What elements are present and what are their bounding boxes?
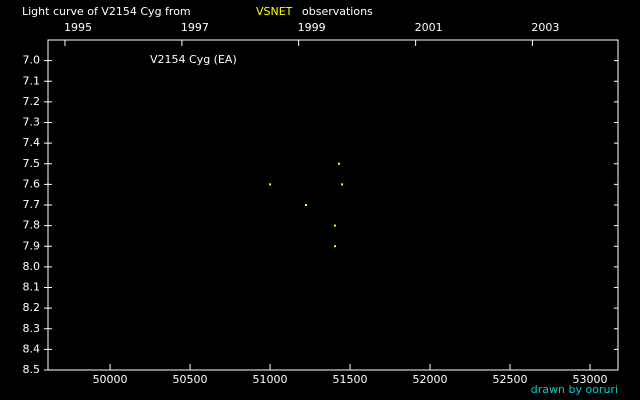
x-tick-label: 50500 <box>173 373 208 386</box>
x-tick-label: 51500 <box>333 373 368 386</box>
y-tick-label: 8.2 <box>23 301 41 314</box>
x-tick-label: 51000 <box>253 373 288 386</box>
data-point <box>337 162 340 165</box>
y-tick-label: 8.3 <box>23 322 41 335</box>
y-tick-label: 7.3 <box>23 116 41 129</box>
y-tick-label: 7.6 <box>23 177 41 190</box>
x-tick-label: 50000 <box>93 373 128 386</box>
x2-tick-label: 1999 <box>298 21 326 34</box>
title-suffix: observations <box>302 5 373 18</box>
y-tick-label: 7.7 <box>23 198 41 211</box>
y-tick-label: 7.2 <box>23 95 41 108</box>
x-tick-label: 52000 <box>413 373 448 386</box>
x-tick-label: 52500 <box>493 373 528 386</box>
data-point <box>305 204 308 206</box>
x2-tick-label: 1995 <box>64 21 92 34</box>
data-point <box>333 245 336 248</box>
plot-frame <box>47 39 619 371</box>
y-tick-label: 8.5 <box>23 363 41 376</box>
data-point <box>333 224 336 227</box>
x2-tick-label: 2003 <box>531 21 559 34</box>
y-tick-label: 8.0 <box>23 260 41 273</box>
y-tick-label: 7.0 <box>23 54 41 67</box>
y-tick-label: 7.9 <box>23 239 41 252</box>
title-source: VSNET <box>256 5 293 18</box>
data-point <box>341 183 344 186</box>
chart-title: Light curve of V2154 Cyg from <box>22 5 191 18</box>
y-tick-label: 7.4 <box>23 136 41 149</box>
x2-tick-label: 1997 <box>181 21 209 34</box>
credit: drawn by ooruri <box>531 383 618 396</box>
y-tick-label: 8.1 <box>23 281 41 294</box>
x-tick-label: 53000 <box>573 373 608 386</box>
x2-tick-label: 2001 <box>415 21 443 34</box>
y-tick-label: 8.4 <box>23 342 41 355</box>
data-point <box>269 183 272 186</box>
y-tick-label: 7.8 <box>23 219 41 232</box>
annotation: V2154 Cyg (EA) <box>150 53 237 66</box>
y-tick-label: 7.1 <box>23 74 41 87</box>
y-tick-label: 7.5 <box>23 157 41 170</box>
